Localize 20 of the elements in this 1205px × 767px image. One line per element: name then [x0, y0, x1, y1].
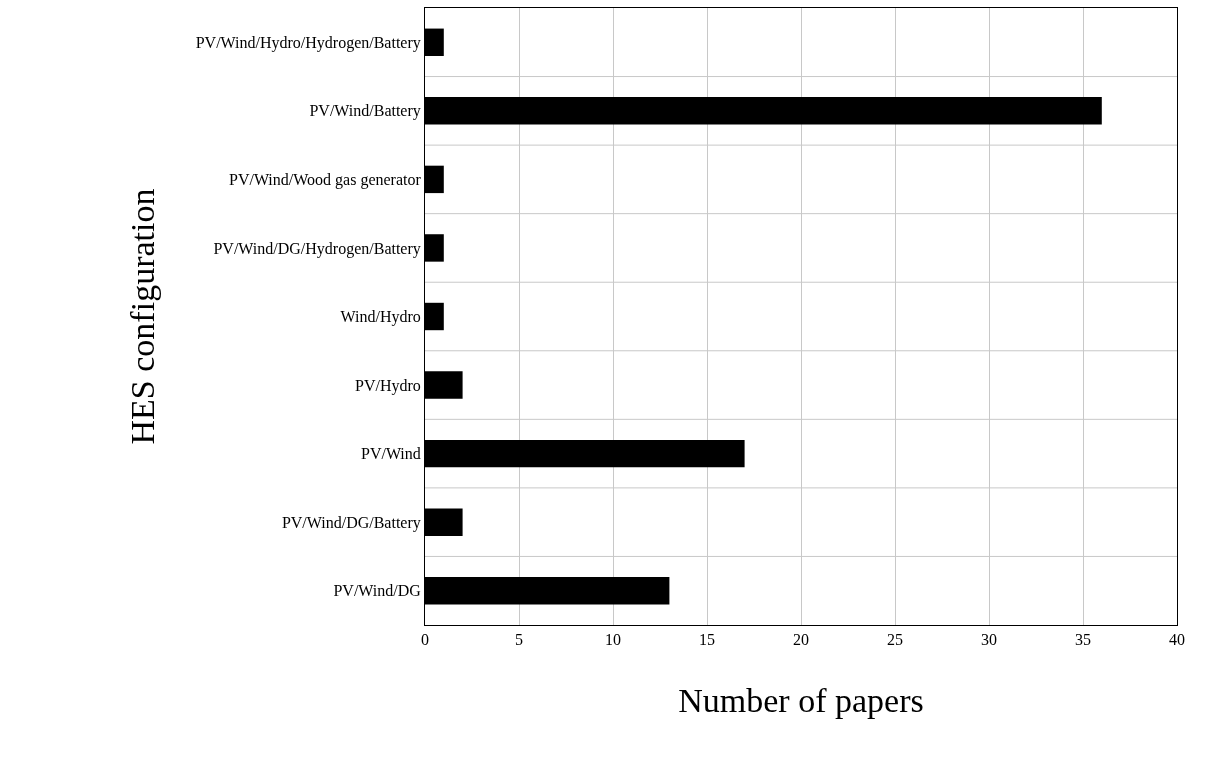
x-axis-title: Number of papers [678, 681, 924, 719]
y-tick-label: PV/Hydro [355, 376, 421, 395]
y-tick-label: PV/Wind [360, 445, 421, 463]
y-tick-label: PV/Wind/Battery [309, 102, 421, 121]
y-tick-label: PV/Wind/DG [333, 582, 422, 600]
x-tick-label: 20 [793, 631, 809, 649]
x-tick-label: 35 [1075, 631, 1091, 649]
x-tick-label: 25 [887, 631, 903, 649]
y-axis-title: HES configuration [124, 188, 162, 445]
x-tick-label: 0 [421, 631, 429, 649]
x-tick-label: 5 [515, 631, 523, 649]
y-tick-label: PV/Wind/DG/Battery [281, 513, 421, 532]
y-tick-label: PV/Wind/Wood gas generator [228, 170, 422, 189]
x-tick-label: 40 [1169, 631, 1185, 649]
x-tick-label: 15 [699, 631, 715, 649]
x-tick-label: 30 [981, 631, 997, 649]
y-tick-label: PV/Wind/DG/Hydrogen/Battery [213, 239, 421, 258]
x-tick-label: 10 [605, 631, 621, 649]
y-tick-label: PV/Wind/Hydro/Hydrogen/Battery [195, 33, 421, 52]
y-tick-label: Wind/Hydro [340, 308, 421, 327]
